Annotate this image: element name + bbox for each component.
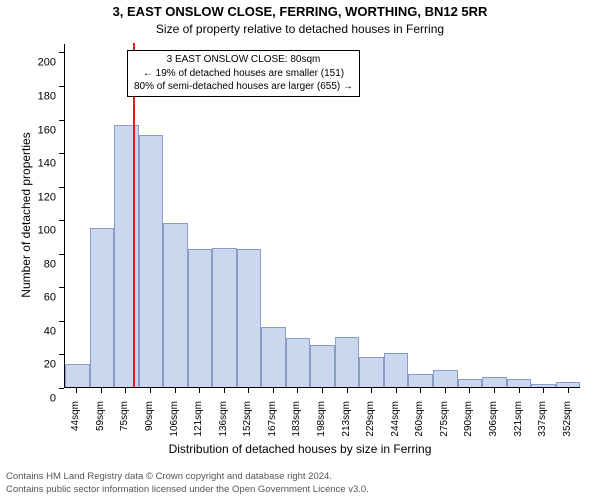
annotation-box: 3 EAST ONSLOW CLOSE: 80sqm ← 19% of deta… <box>127 50 360 97</box>
plot-area: 3 EAST ONSLOW CLOSE: 80sqm ← 19% of deta… <box>64 44 580 388</box>
xtick-mark <box>519 388 520 393</box>
bar <box>384 353 409 387</box>
ytick-label: 40 <box>44 326 56 337</box>
yaxis-label: Number of detached properties <box>19 115 33 315</box>
bar <box>507 379 532 387</box>
xtick-mark <box>396 388 397 393</box>
ytick-label: 20 <box>44 360 56 371</box>
xtick-mark <box>248 388 249 393</box>
bar <box>237 249 262 387</box>
footer-line-1: Contains HM Land Registry data © Crown c… <box>6 471 369 483</box>
xtick-mark <box>175 388 176 393</box>
ytick-label: 180 <box>38 91 56 102</box>
annotation-line-1: 3 EAST ONSLOW CLOSE: 80sqm <box>134 53 353 67</box>
annotation-line-3: 80% of semi-detached houses are larger (… <box>134 80 353 94</box>
bar <box>90 228 115 387</box>
bar <box>556 382 581 387</box>
ytick-label: 160 <box>38 125 56 136</box>
bar <box>139 135 164 387</box>
xtick-mark <box>125 388 126 393</box>
ytick-label: 200 <box>38 58 56 69</box>
xtick-mark <box>420 388 421 393</box>
bar <box>188 249 213 387</box>
ytick-label: 120 <box>38 192 56 203</box>
xtick-mark <box>347 388 348 393</box>
ytick-label: 0 <box>50 394 56 405</box>
ytick-label: 100 <box>38 226 56 237</box>
bar <box>433 370 458 387</box>
bar <box>408 374 433 387</box>
xtick-mark <box>273 388 274 393</box>
xtick-mark <box>297 388 298 393</box>
bar <box>65 364 90 387</box>
xtick-mark <box>494 388 495 393</box>
bar <box>212 248 237 387</box>
xtick-mark <box>371 388 372 393</box>
xtick-mark <box>224 388 225 393</box>
footer-attribution: Contains HM Land Registry data © Crown c… <box>6 471 369 496</box>
ytick-label: 60 <box>44 293 56 304</box>
annotation-line-2: ← 19% of detached houses are smaller (15… <box>134 67 353 81</box>
bar <box>163 223 188 387</box>
xtick-mark <box>101 388 102 393</box>
chart-container: { "chart": { "type": "histogram", "title… <box>0 0 600 500</box>
bar <box>482 377 507 387</box>
xtick-mark <box>445 388 446 393</box>
xtick-mark <box>469 388 470 393</box>
ytick-label: 140 <box>38 159 56 170</box>
chart-subtitle: Size of property relative to detached ho… <box>0 22 600 36</box>
xtick-mark <box>150 388 151 393</box>
xtick-mark <box>543 388 544 393</box>
ytick-label: 80 <box>44 259 56 270</box>
bar <box>286 338 311 387</box>
chart-title: 3, EAST ONSLOW CLOSE, FERRING, WORTHING,… <box>0 4 600 19</box>
bar <box>310 345 335 387</box>
xaxis-label: Distribution of detached houses by size … <box>0 442 600 456</box>
xtick-mark <box>76 388 77 393</box>
ytick-mark <box>59 388 64 389</box>
bar <box>359 357 384 387</box>
bar <box>531 384 556 387</box>
bar <box>114 125 139 387</box>
footer-line-2: Contains public sector information licen… <box>6 484 369 496</box>
bar <box>458 379 483 387</box>
bar <box>335 337 360 387</box>
xtick-mark <box>322 388 323 393</box>
bar <box>261 327 286 387</box>
xtick-mark <box>568 388 569 393</box>
xtick-mark <box>199 388 200 393</box>
